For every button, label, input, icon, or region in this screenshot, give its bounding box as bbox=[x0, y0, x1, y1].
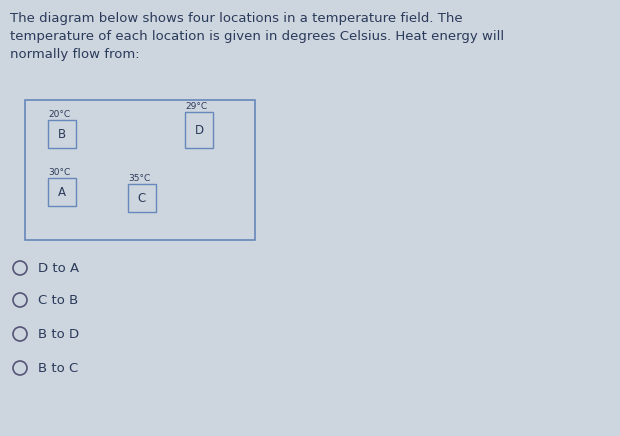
Text: C to B: C to B bbox=[38, 293, 78, 307]
Text: A: A bbox=[58, 185, 66, 198]
Text: 30°C: 30°C bbox=[48, 168, 70, 177]
Text: B: B bbox=[58, 127, 66, 140]
Text: temperature of each location is given in degrees Celsius. Heat energy will: temperature of each location is given in… bbox=[10, 30, 504, 43]
Bar bbox=[48, 120, 76, 148]
Bar bbox=[128, 184, 156, 212]
Bar bbox=[48, 178, 76, 206]
Bar bbox=[185, 112, 213, 148]
Text: B to D: B to D bbox=[38, 327, 79, 341]
Text: B to C: B to C bbox=[38, 361, 78, 375]
Text: 35°C: 35°C bbox=[128, 174, 150, 183]
Text: C: C bbox=[138, 191, 146, 204]
Text: D to A: D to A bbox=[38, 262, 79, 275]
Bar bbox=[25, 100, 255, 240]
Text: D: D bbox=[195, 123, 203, 136]
Text: The diagram below shows four locations in a temperature field. The: The diagram below shows four locations i… bbox=[10, 12, 463, 25]
Text: 29°C: 29°C bbox=[185, 102, 207, 111]
Text: normally flow from:: normally flow from: bbox=[10, 48, 140, 61]
Text: 20°C: 20°C bbox=[48, 110, 70, 119]
